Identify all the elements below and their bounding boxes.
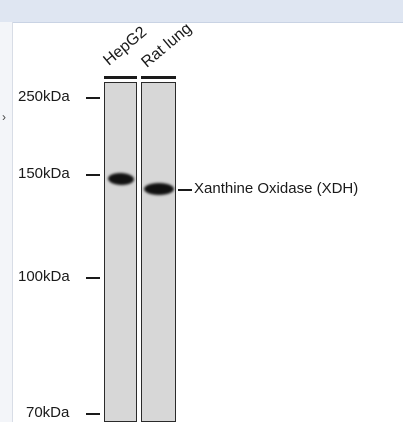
left-sidebar-strip: › xyxy=(0,22,13,422)
collapse-arrow-icon[interactable]: › xyxy=(2,110,6,124)
lane-header-bar-rat-lung xyxy=(141,76,176,79)
lane-label-rat-lung: Rat lung xyxy=(138,19,196,72)
blot-lane-rat-lung xyxy=(141,82,176,422)
marker-tick-250 xyxy=(86,97,100,99)
target-protein-label: Xanthine Oxidase (XDH) xyxy=(194,180,359,197)
marker-label-250: 250kDa xyxy=(18,88,70,105)
marker-tick-70 xyxy=(86,413,100,415)
marker-tick-150 xyxy=(86,174,100,176)
band-rat-lung xyxy=(144,183,174,195)
marker-label-70: 70kDa xyxy=(26,404,70,421)
marker-tick-100 xyxy=(86,277,100,279)
marker-label-150: 150kDa xyxy=(18,165,70,182)
lane-header-bar-hepg2 xyxy=(104,76,137,79)
target-pointer-line xyxy=(178,189,192,191)
marker-label-100: 100kDa xyxy=(18,268,70,285)
blot-lane-hepg2 xyxy=(104,82,137,422)
window-top-bar xyxy=(0,0,403,23)
